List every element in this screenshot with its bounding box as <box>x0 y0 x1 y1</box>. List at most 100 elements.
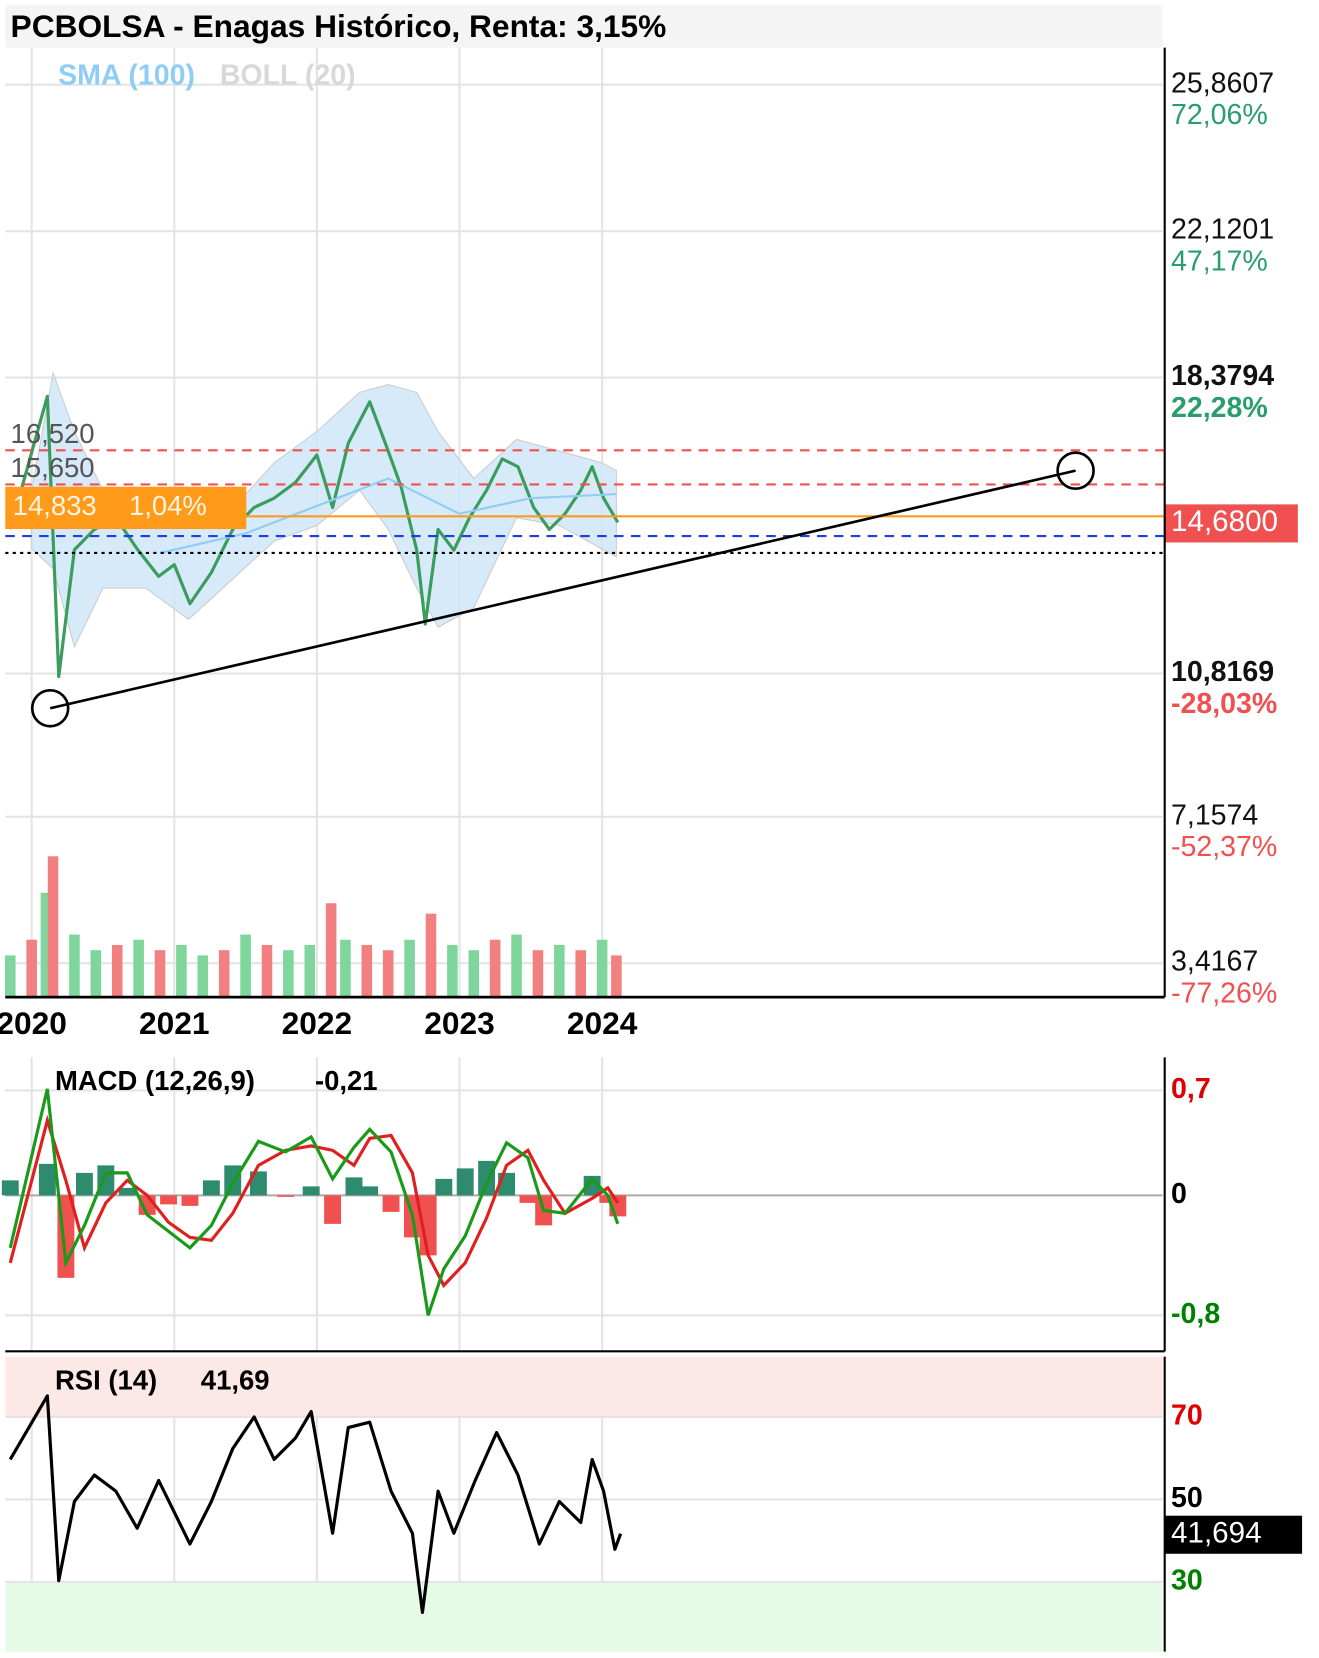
overbought-zone <box>5 1356 1163 1417</box>
y-tick-label: 0 <box>1171 1178 1187 1210</box>
histogram-bar <box>160 1195 178 1205</box>
histogram-bar <box>361 1186 379 1196</box>
y-tick-change: 72,06% <box>1171 99 1268 131</box>
volume-bar <box>47 856 59 998</box>
y-tick-change: -28,03% <box>1171 688 1277 720</box>
volume-bar <box>218 950 230 998</box>
y-tick-label: 70 <box>1171 1399 1203 1431</box>
volume-bar <box>40 892 52 998</box>
histogram-bar <box>202 1180 220 1196</box>
oversold-zone <box>5 1581 1163 1652</box>
signal-line <box>8 1114 620 1289</box>
x-tick-label: 2024 <box>567 1005 638 1041</box>
y-tick-label: 7,1574 <box>1171 799 1258 831</box>
volume-bar <box>304 944 316 998</box>
trendline <box>49 469 1076 710</box>
volume-bar <box>26 939 37 998</box>
histogram-bar <box>583 1175 601 1196</box>
volume-bar <box>197 955 209 998</box>
volume-bar <box>596 939 608 998</box>
macd-title: MACD (12,26,9) <box>55 1065 255 1096</box>
legend-entry: BOLL (20) <box>220 60 356 92</box>
volume-bar <box>468 950 480 998</box>
histogram-bar <box>519 1195 537 1203</box>
volume-bar <box>554 944 565 998</box>
volume-bar <box>90 950 102 998</box>
histogram-bar <box>1 1180 19 1196</box>
histogram-bar <box>75 1172 93 1196</box>
volume-bar <box>176 944 187 998</box>
sma-line <box>159 477 617 554</box>
y-tick-label: 0,7 <box>1171 1073 1211 1105</box>
histogram-bar <box>118 1187 136 1196</box>
y-tick-label: 25,8607 <box>1171 67 1274 99</box>
current-rsi-box <box>1164 1515 1303 1554</box>
histogram-bar <box>302 1186 320 1196</box>
last-price-box <box>1164 504 1298 543</box>
volume-bar <box>447 944 458 998</box>
histogram-bar <box>345 1177 363 1196</box>
y-tick-change: -52,37% <box>1171 831 1277 863</box>
volume-bar <box>240 934 251 998</box>
y-tick-label: 30 <box>1171 1564 1203 1596</box>
volume-bar <box>575 950 587 998</box>
y-tick-label: -0,8 <box>1171 1298 1220 1330</box>
trendline-anchor <box>30 688 70 728</box>
legend-entry: SMA (100) <box>58 60 195 92</box>
histogram-bar <box>478 1160 496 1196</box>
x-tick-label: 2021 <box>139 1005 210 1041</box>
volume-bar <box>283 950 294 998</box>
level-label: 15,650 <box>11 452 95 483</box>
y-tick-change: 22,28% <box>1171 392 1268 424</box>
volume-bar <box>69 934 80 998</box>
histogram-bar <box>382 1195 400 1212</box>
level-change: 1,04% <box>129 490 207 521</box>
volume-bar <box>111 944 123 998</box>
price-line <box>8 394 620 679</box>
rsi-title: RSI (14) <box>55 1364 157 1395</box>
histogram-bar <box>435 1178 453 1196</box>
volume-bar <box>382 950 394 998</box>
volume-bar <box>404 939 415 998</box>
x-tick-label: 2022 <box>282 1005 353 1041</box>
last-price-label: 14,6800 <box>1171 505 1278 538</box>
y-tick-label: 50 <box>1171 1482 1203 1514</box>
y-tick-label: 10,8169 <box>1171 656 1274 688</box>
volume-bar <box>340 939 351 998</box>
y-tick-label: 18,3794 <box>1171 360 1274 392</box>
y-tick-label: 3,4167 <box>1171 946 1258 978</box>
histogram-bar <box>277 1195 294 1197</box>
histogram-bar <box>324 1195 342 1224</box>
chart-title: PCBOLSA - Enagas Histórico, Renta: 3,15% <box>11 8 667 44</box>
volume-bar <box>154 950 166 998</box>
y-tick-change: -77,26% <box>1171 977 1277 1009</box>
histogram-bar <box>456 1168 474 1196</box>
macd-line <box>8 1088 620 1316</box>
volume-bar <box>532 950 544 998</box>
y-tick-label: 22,1201 <box>1171 214 1274 246</box>
level-box <box>5 486 247 530</box>
header-band <box>5 5 1163 48</box>
macd-last: -0,21 <box>315 1065 378 1096</box>
rsi-last: 41,69 <box>201 1364 270 1395</box>
histogram-bar <box>181 1195 199 1206</box>
x-tick-label: 2023 <box>424 1005 495 1041</box>
volume-bar <box>133 939 144 998</box>
rsi-line <box>8 1394 623 1615</box>
histogram-bar <box>38 1163 56 1196</box>
level-label: 14,833 <box>13 490 97 521</box>
trendline-anchor <box>1056 451 1095 490</box>
volume-bar <box>361 944 373 998</box>
volume-bar <box>511 934 522 998</box>
volume-bar <box>425 913 437 998</box>
volume-bar <box>325 903 337 998</box>
current-rsi-label: 41,694 <box>1171 1517 1261 1550</box>
volume-bar <box>489 939 501 998</box>
volume-bar <box>4 955 16 998</box>
volume-bar <box>261 944 273 998</box>
histogram-bar <box>249 1171 267 1196</box>
level-label: 16,520 <box>11 418 95 449</box>
x-tick-label: 2020 <box>0 1005 67 1041</box>
